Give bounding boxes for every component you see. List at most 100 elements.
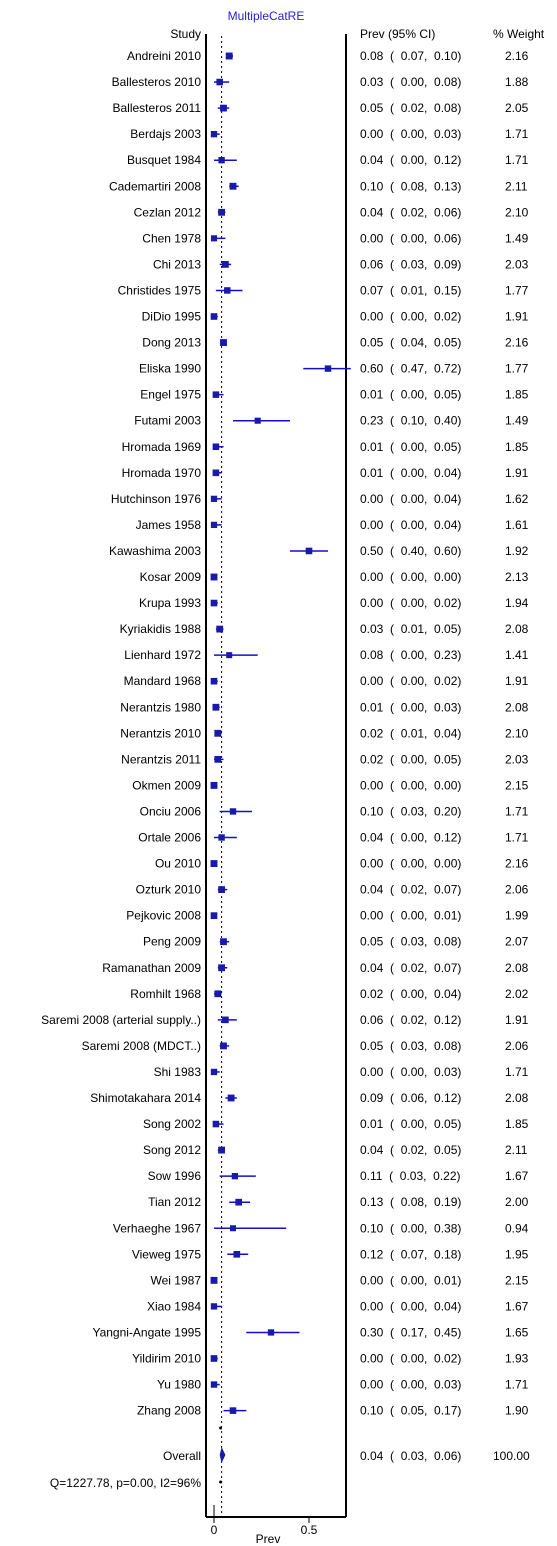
estimate-text: 0.23 ( 0.10, 0.40) xyxy=(360,414,461,428)
study-row: Shi 1983 0.00 ( 0.00, 0.03) 1.71 xyxy=(154,1065,529,1079)
study-label: Nerantzis 2010 xyxy=(120,726,201,740)
study-row: Futami 2003 0.23 ( 0.10, 0.40) 1.49 xyxy=(134,414,528,428)
estimate-text: 0.01 ( 0.00, 0.04) xyxy=(360,466,461,480)
estimate-text: 0.01 ( 0.00, 0.05) xyxy=(360,388,461,402)
point-estimate-marker xyxy=(235,1198,243,1206)
study-row: Verhaeghe 1967 0.10 ( 0.00, 0.38) 0.94 xyxy=(113,1221,529,1235)
study-row: Nerantzis 1980 0.01 ( 0.00, 0.03) 2.08 xyxy=(120,700,528,714)
estimate-text: 0.00 ( 0.00, 0.00) xyxy=(360,778,461,792)
point-estimate-marker xyxy=(230,1225,236,1232)
point-estimate-marker xyxy=(305,547,313,555)
study-label: Eliska 1990 xyxy=(139,362,201,376)
weight-text: 2.16 xyxy=(505,857,529,871)
study-label: Chi 2013 xyxy=(153,257,201,271)
point-estimate-marker xyxy=(324,365,332,372)
study-label: DiDio 1995 xyxy=(142,310,202,324)
study-row: Shimotakahara 2014 0.09 ( 0.06, 0.12) 2.08 xyxy=(90,1091,528,1105)
estimate-text: 0.00 ( 0.00, 0.04) xyxy=(360,518,461,532)
study-row: Yildirim 2010 0.00 ( 0.00, 0.02) 1.93 xyxy=(132,1352,529,1366)
estimate-text: 0.50 ( 0.40, 0.60) xyxy=(360,544,461,558)
study-row: Pejkovic 2008 0.00 ( 0.00, 0.01) 1.99 xyxy=(126,909,528,923)
study-row: Vieweg 1975 0.12 ( 0.07, 0.18) 1.95 xyxy=(132,1247,529,1261)
x-tick-label: 0 xyxy=(211,1523,218,1537)
study-row: Yangni-Angate 1995 0.30 ( 0.17, 0.45) 1.65 xyxy=(92,1325,528,1339)
weight-text: 1.77 xyxy=(505,362,529,376)
point-estimate-marker xyxy=(226,652,233,659)
study-row: Ramanathan 2009 0.04 ( 0.02, 0.07) 2.08 xyxy=(102,961,528,975)
estimate-text: 0.04 ( 0.02, 0.07) xyxy=(360,961,461,975)
study-header: Study xyxy=(170,27,201,41)
estimate-text: 0.01 ( 0.00, 0.03) xyxy=(360,700,461,714)
study-label: Christides 1975 xyxy=(118,283,202,297)
weight-text: 1.71 xyxy=(505,1378,529,1392)
point-estimate-marker xyxy=(212,443,220,451)
study-row: Ou 2010 0.00 ( 0.00, 0.00) 2.16 xyxy=(155,857,529,871)
point-estimate-marker xyxy=(267,1329,275,1336)
weight-text: 1.99 xyxy=(505,909,529,923)
study-label: Yu 1980 xyxy=(157,1378,201,1392)
study-row: James 1958 0.00 ( 0.00, 0.04) 1.61 xyxy=(136,518,529,532)
point-estimate-marker xyxy=(220,339,227,347)
weight-text: 2.16 xyxy=(505,49,529,63)
study-row: Berdajs 2003 0.00 ( 0.00, 0.03) 1.71 xyxy=(130,127,528,141)
study-label: Berdajs 2003 xyxy=(130,127,201,141)
estimate-text: 0.00 ( 0.00, 0.00) xyxy=(360,857,461,871)
weight-text: 2.06 xyxy=(505,883,529,897)
weight-text: 0.94 xyxy=(505,1221,529,1235)
weight-text: 2.15 xyxy=(505,778,529,792)
estimate-text: 0.04 ( 0.02, 0.07) xyxy=(360,883,461,897)
overall-diamond xyxy=(219,1447,226,1463)
study-label: Tian 2012 xyxy=(148,1195,201,1209)
study-row: Song 2002 0.01 ( 0.00, 0.05) 1.85 xyxy=(143,1117,529,1131)
study-label: Hromada 1969 xyxy=(122,440,202,454)
study-row: Ballesteros 2011 0.05 ( 0.02, 0.08) 2.05 xyxy=(113,101,529,115)
weight-text: 1.49 xyxy=(505,414,529,428)
weight-text: 1.61 xyxy=(505,518,529,532)
estimate-text: 0.10 ( 0.08, 0.13) xyxy=(360,179,461,193)
study-label: Xiao 1984 xyxy=(147,1299,201,1313)
weight-text: 1.91 xyxy=(505,310,529,324)
point-estimate-marker xyxy=(216,625,224,633)
weight-text: 1.65 xyxy=(505,1325,529,1339)
point-estimate-marker xyxy=(210,1276,218,1284)
point-estimate-marker xyxy=(222,261,229,268)
study-row: Nerantzis 2011 0.02 ( 0.00, 0.05) 2.03 xyxy=(121,752,529,766)
estimate-text: 0.03 ( 0.01, 0.05) xyxy=(360,622,461,636)
study-label: Zhang 2008 xyxy=(137,1404,201,1418)
estimate-text: 0.08 ( 0.07, 0.10) xyxy=(360,49,461,63)
study-label: Ballesteros 2010 xyxy=(112,75,202,89)
estimate-text: 0.13 ( 0.08, 0.19) xyxy=(360,1195,461,1209)
weight-text: 2.10 xyxy=(505,726,529,740)
weight-text: 1.71 xyxy=(505,127,529,141)
weight-text: 1.95 xyxy=(505,1247,529,1261)
point-estimate-marker xyxy=(210,1068,218,1076)
x-axis-label: Prev xyxy=(256,1532,281,1546)
overall-estimate: 0.04 ( 0.03, 0.06) xyxy=(360,1449,461,1463)
point-estimate-marker xyxy=(210,521,218,529)
study-label: Dong 2013 xyxy=(142,336,201,350)
study-row: Chi 2013 0.06 ( 0.03, 0.09) 2.03 xyxy=(153,257,529,271)
study-label: Kosar 2009 xyxy=(140,570,202,584)
estimate-text: 0.00 ( 0.00, 0.03) xyxy=(360,127,461,141)
point-estimate-marker xyxy=(229,808,237,815)
weight-text: 1.71 xyxy=(505,831,529,845)
point-estimate-marker xyxy=(210,235,218,242)
study-label: Busquet 1984 xyxy=(127,153,201,167)
study-row: Cademartiri 2008 0.10 ( 0.08, 0.13) 2.11 xyxy=(109,179,528,193)
point-estimate-marker xyxy=(214,729,222,737)
study-label: Peng 2009 xyxy=(143,935,201,949)
point-estimate-marker xyxy=(210,912,218,920)
point-estimate-marker xyxy=(220,104,227,112)
point-estimate-marker xyxy=(222,1016,229,1024)
study-label: Song 2002 xyxy=(143,1117,201,1131)
estimate-text: 0.06 ( 0.02, 0.12) xyxy=(360,1013,461,1027)
study-label: Song 2012 xyxy=(143,1143,201,1157)
point-estimate-marker xyxy=(214,990,222,998)
study-label: Ballesteros 2011 xyxy=(113,101,202,115)
weight-text: 1.91 xyxy=(505,1013,529,1027)
study-label: Okmen 2009 xyxy=(132,778,201,792)
weight-text: 1.88 xyxy=(505,75,529,89)
point-estimate-marker xyxy=(210,599,218,607)
study-label: Nerantzis 1980 xyxy=(120,700,201,714)
